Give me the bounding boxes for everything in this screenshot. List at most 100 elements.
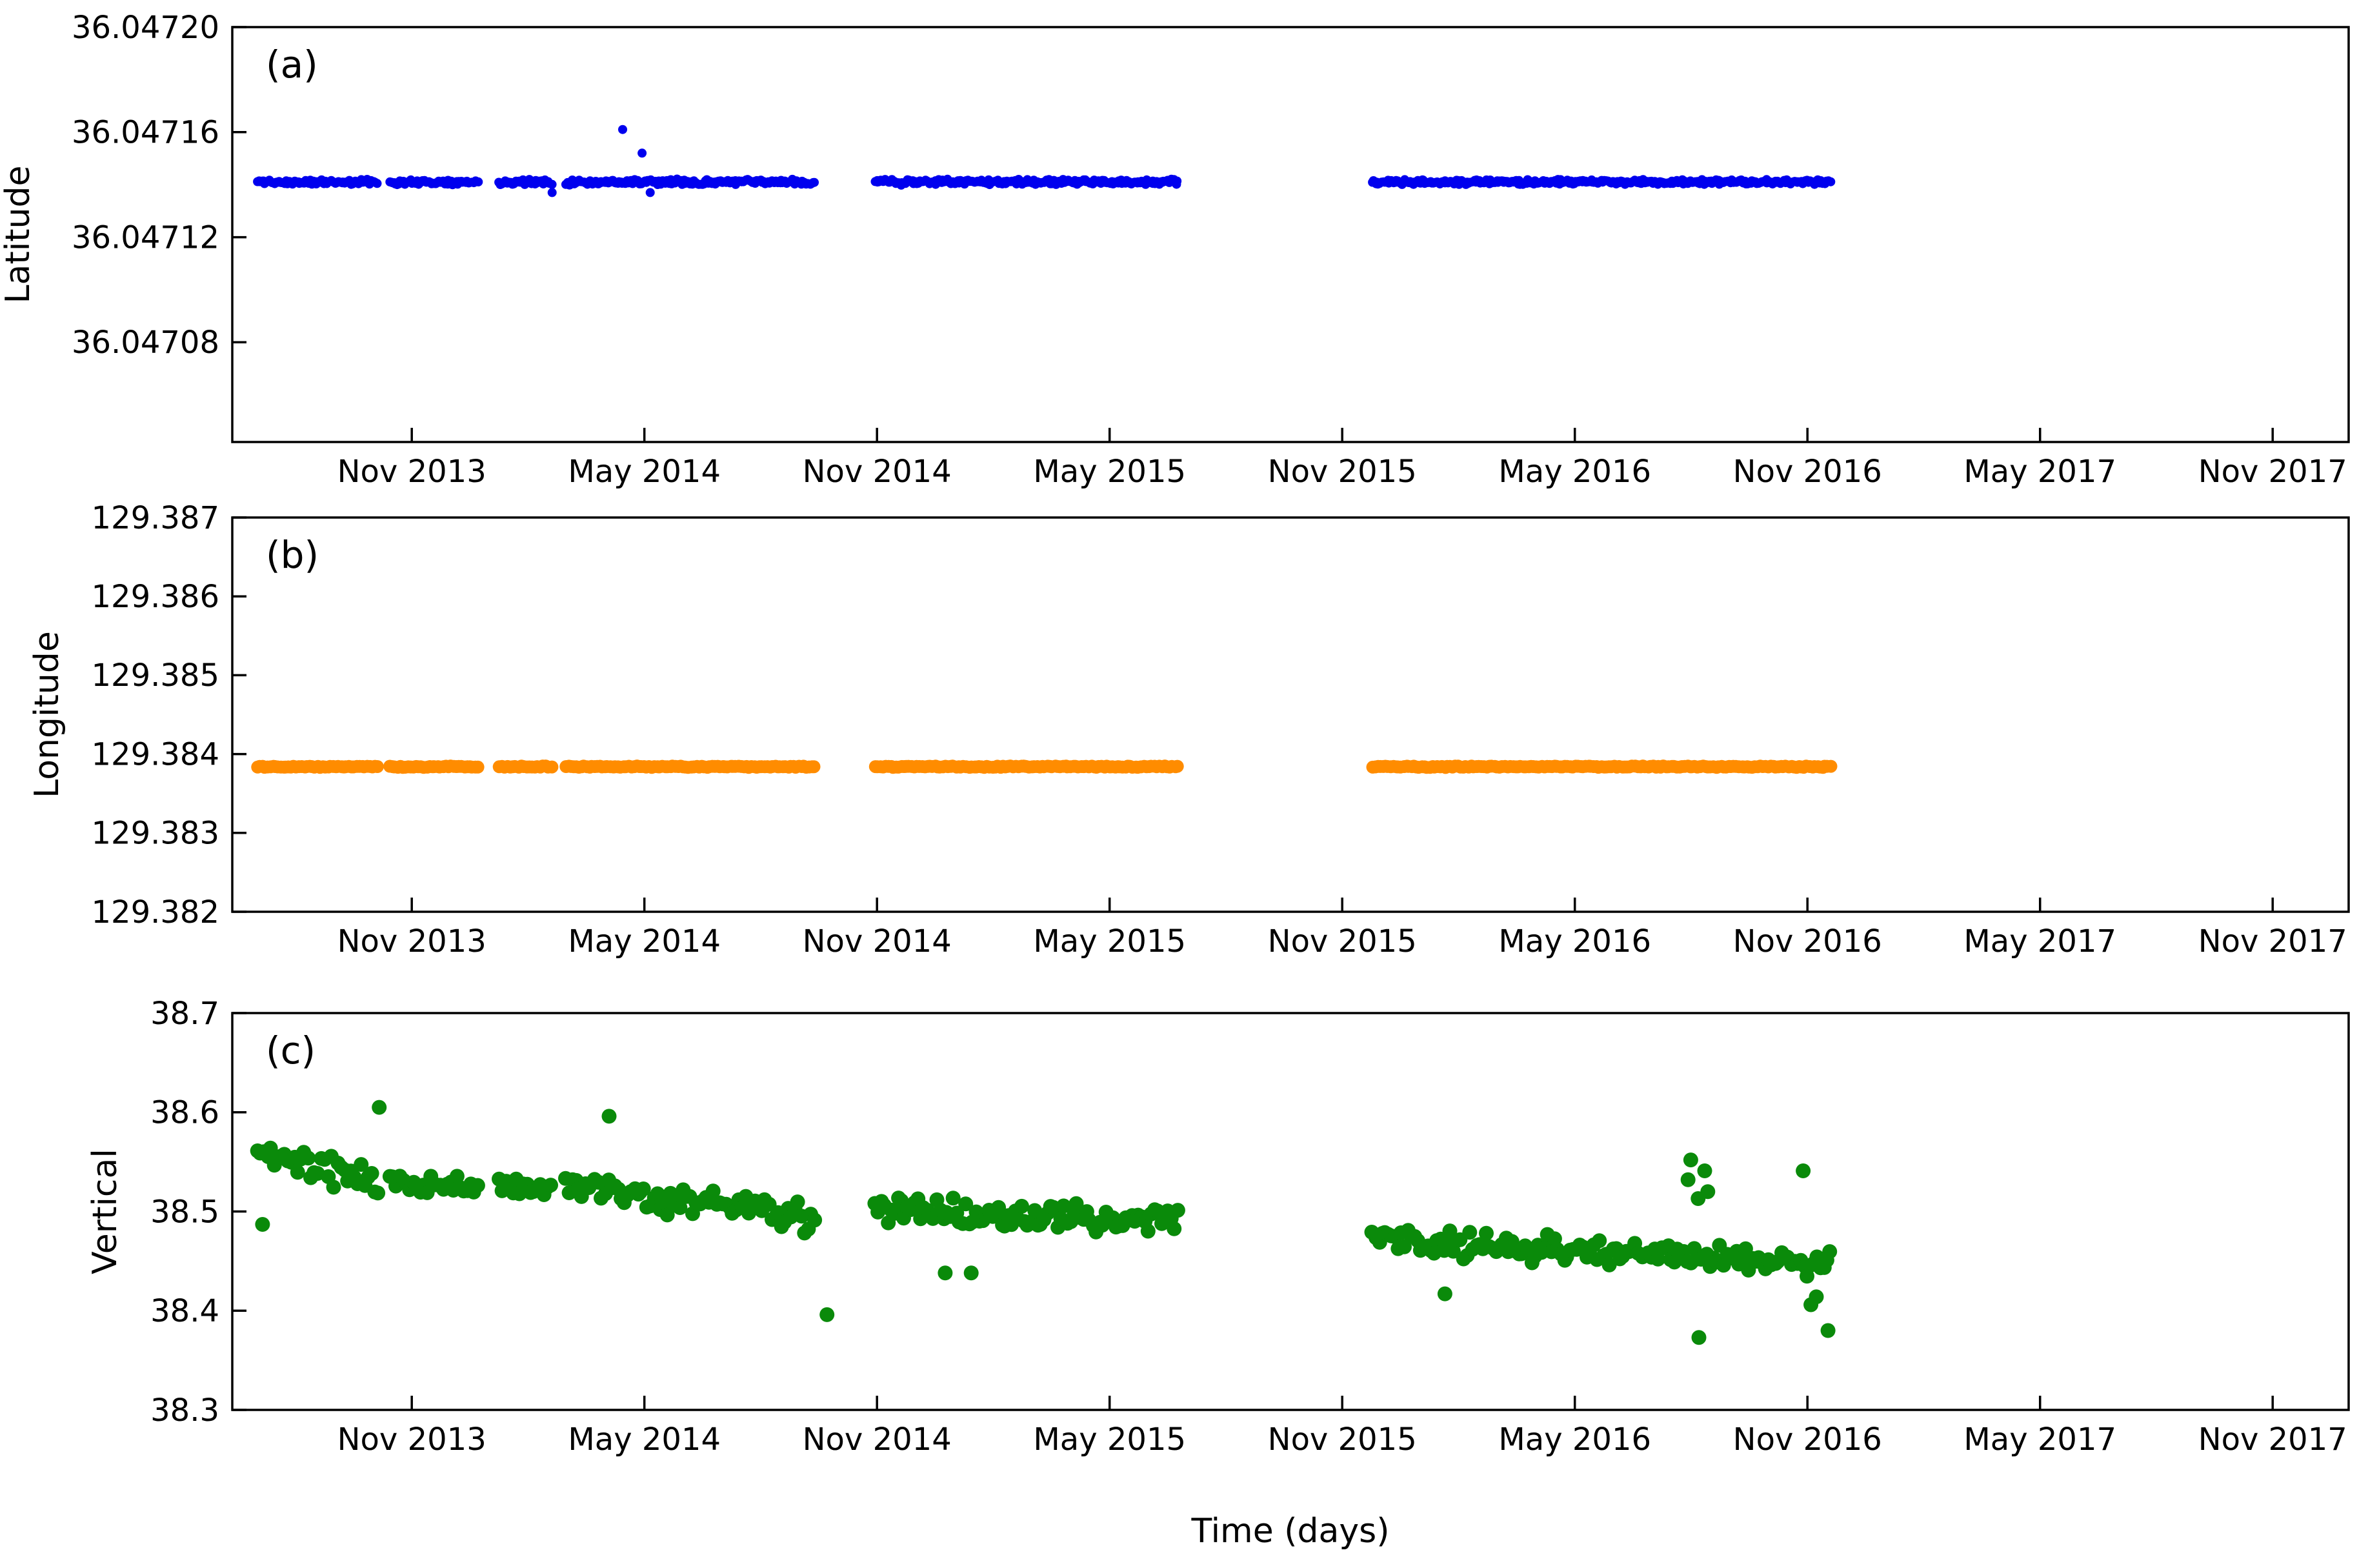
- x-tick-label: Nov 2017: [2198, 1422, 2347, 1458]
- scatter-point: [1397, 1239, 1412, 1254]
- panels-group: 36.04720 36.04716 36.04712 36.04708 Nov 2013…: [0, 10, 2350, 1458]
- scatter-point: [1167, 1221, 1182, 1236]
- y-tick-label: 36.04720: [72, 10, 219, 46]
- scatter-point: [1651, 1251, 1666, 1267]
- scatter-point: [370, 760, 384, 773]
- y-tick-label: 38.4: [150, 1293, 219, 1329]
- scatter-point: [1826, 177, 1836, 186]
- scatter-point: [370, 1185, 386, 1201]
- y-tick-label: 38.6: [150, 1095, 219, 1131]
- x-tick-label: May 2015: [1033, 454, 1186, 490]
- x-tick-label: Nov 2017: [2198, 454, 2347, 490]
- outlier-point: [1691, 1330, 1707, 1345]
- x-tick-label: May 2017: [1963, 923, 2116, 960]
- panel-a: 36.04720 36.04716 36.04712 36.04708 Nov 2013…: [0, 10, 2350, 490]
- scatter-point: [290, 1165, 305, 1180]
- scatter-point: [1479, 1225, 1494, 1241]
- scatter-point: [545, 760, 559, 774]
- x-axis-title: Time (days): [1190, 1512, 1389, 1551]
- panel-frame: [231, 1012, 2350, 1411]
- x-tick-label: May 2017: [1963, 1422, 2116, 1458]
- y-axis-title: Vertical: [86, 1149, 125, 1274]
- scatter-point: [945, 1191, 961, 1206]
- y-tick-label: 38.3: [150, 1392, 219, 1429]
- panel-letter: (c): [266, 1029, 316, 1072]
- scatter-point: [1014, 1198, 1029, 1214]
- scatter-point: [958, 1196, 974, 1212]
- y-tick-label: 38.5: [150, 1194, 219, 1230]
- y-tick-label: 129.387: [92, 500, 220, 536]
- x-tick-label: Nov 2014: [803, 1422, 952, 1458]
- panel-b-points: [251, 759, 1838, 774]
- x-tick-label: Nov 2013: [337, 923, 487, 960]
- outlier-point: [963, 1265, 979, 1281]
- outlier-point: [255, 1217, 270, 1232]
- y-tick-label: 129.386: [92, 579, 220, 615]
- x-tick-label: May 2014: [568, 1422, 721, 1458]
- scatter-point: [1170, 759, 1184, 773]
- scatter-point: [1170, 1203, 1185, 1218]
- scatter-point: [705, 1183, 721, 1199]
- scatter-point: [326, 1180, 341, 1195]
- scatter-point: [1824, 759, 1838, 773]
- panel-c: 38.7 38.6 38.5 38.4 38.3 Nov 2013 May 2014 Nov …: [86, 996, 2350, 1458]
- scatter-point: [263, 1140, 278, 1156]
- x-tick-label: Nov 2015: [1268, 923, 1417, 960]
- outlier-point: [1680, 1172, 1696, 1187]
- x-tick-label: May 2014: [568, 923, 721, 960]
- x-tick-label: Nov 2016: [1733, 1422, 1882, 1458]
- outlier-point: [938, 1265, 953, 1281]
- outlier-point: [1700, 1184, 1716, 1200]
- scatter-point: [1056, 1198, 1071, 1214]
- y-tick-label: 129.382: [92, 894, 220, 930]
- y-tick-label: 129.383: [92, 816, 220, 852]
- scatter-point: [354, 1157, 369, 1172]
- x-tick-label: Nov 2013: [337, 1422, 487, 1458]
- x-tick-label: Nov 2015: [1268, 1422, 1417, 1458]
- y-tick-label: 36.04716: [72, 115, 219, 151]
- scatter-point: [301, 1151, 316, 1166]
- x-tick-label: Nov 2016: [1733, 454, 1882, 490]
- outlier-point: [645, 188, 655, 197]
- outlier-point: [819, 1307, 835, 1322]
- y-axis-title: Longitude: [28, 631, 66, 798]
- scatter-point: [364, 1166, 379, 1181]
- y-tick-label: 36.04708: [72, 325, 219, 361]
- scatter-point: [1027, 1203, 1043, 1218]
- panel-letter: (a): [266, 43, 318, 86]
- x-tick-label: May 2015: [1033, 923, 1186, 960]
- outlier-point: [1796, 1163, 1811, 1178]
- scatter-point: [1069, 1196, 1084, 1211]
- outlier-point: [601, 1109, 617, 1124]
- outlier-point: [618, 125, 627, 134]
- outlier-point: [637, 148, 647, 158]
- panel-frame: [231, 516, 2350, 913]
- outlier-point: [1437, 1286, 1452, 1302]
- x-tick-label: Nov 2015: [1268, 454, 1417, 490]
- scatter-point: [1822, 1244, 1838, 1260]
- x-tick-label: May 2016: [1498, 1422, 1651, 1458]
- scatter-point: [449, 1169, 465, 1184]
- x-tick-label: Nov 2014: [803, 923, 952, 960]
- panel-frame: [231, 26, 2350, 443]
- outlier-point: [1820, 1323, 1836, 1338]
- x-tick-label: Nov 2016: [1733, 923, 1882, 960]
- panel-a-points: [253, 125, 1836, 197]
- scatter-point: [636, 1181, 651, 1196]
- panel-b: 129.387 129.386 129.385 129.384 129.383 129.3…: [28, 500, 2350, 960]
- scatter-point: [1172, 176, 1182, 186]
- scatter-point: [470, 1178, 485, 1193]
- x-tick-label: May 2015: [1033, 1422, 1186, 1458]
- scatter-point: [807, 760, 821, 774]
- outlier-point: [1683, 1152, 1698, 1168]
- x-tick-label: May 2014: [568, 454, 721, 490]
- scatter-point: [1462, 1225, 1478, 1240]
- scatter-point: [372, 179, 382, 188]
- scatter-point: [471, 760, 485, 774]
- scatter-point: [790, 1194, 805, 1210]
- scatter-point: [672, 1200, 688, 1215]
- scatter-point: [543, 1178, 558, 1193]
- scatter-point: [810, 177, 819, 187]
